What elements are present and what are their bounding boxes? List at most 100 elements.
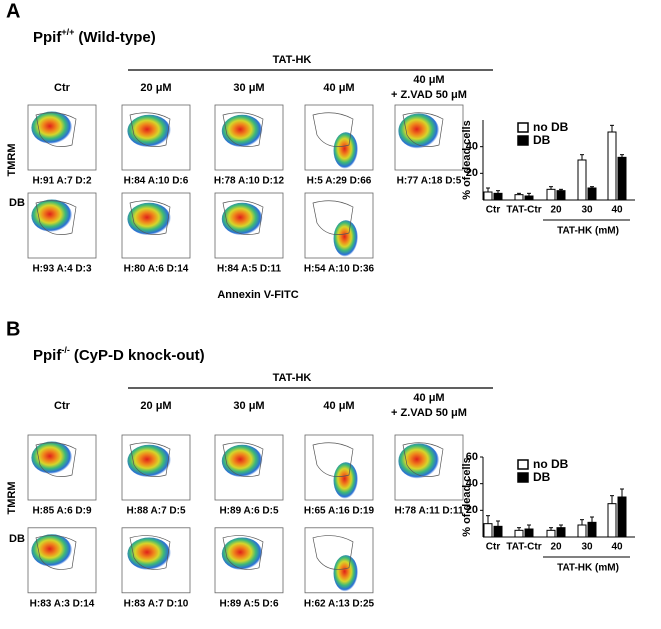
column-header: 30 μM [233,82,264,94]
flow-gate [35,112,77,147]
flow-stats: H:5 A:29 D:66 [307,176,372,187]
flow-gate [129,535,171,570]
flow-stats: H:78 A:10 D:12 [214,176,285,187]
column-header: 40 μM [413,74,444,86]
flow-density [127,114,171,148]
flow-stats: H:65 A:16 D:19 [304,506,375,517]
y-tick-label: 40 [466,478,478,490]
flow-gate [222,535,264,570]
flow-gate [222,442,264,477]
y-axis-label: TMRM [6,482,18,515]
y-tick-label: 20 [466,167,478,179]
legend-swatch [517,135,529,146]
flow-density [127,444,171,478]
flow-gate [402,112,444,147]
flow-gate [222,200,264,235]
x-tick-label: Ctr [486,542,501,553]
bar [514,194,524,201]
group-label: TAT-HK (mM) [557,563,619,574]
x-tick-label: 40 [611,205,623,216]
flow-gate [402,442,444,477]
bar [493,525,503,538]
column-header: Ctr [54,400,71,412]
x-tick-label: Ctr [486,205,501,216]
flow-density [221,444,263,478]
bar [607,503,617,538]
bar [556,190,566,201]
flow-stats: H:80 A:6 D:14 [124,264,189,275]
y-axis-title: % of dead cells [461,457,473,536]
flow-gate [35,442,77,477]
panel-title: Ppif+/+ (Wild-type) [33,27,156,46]
x-axis-label: Annexin V-FITC [217,289,298,301]
title-base: Ppif [33,347,62,364]
column-note: + Z.VAD 50 μM [391,407,467,419]
flow-stats: H:83 A:7 D:10 [124,598,189,609]
flow-stats: H:85 A:6 D:9 [32,506,92,517]
bar [577,524,587,538]
flow-density [221,114,263,148]
flow-density [127,202,171,236]
flow-stats: H:78 A:11 D:11 [394,506,464,517]
flow-gate [312,442,354,477]
flow-stats: H:89 A:6 D:5 [219,506,279,517]
flow-density [127,537,171,571]
bar [514,529,524,538]
legend-swatch [517,459,529,470]
bar [483,523,493,538]
y-tick-label: 20 [466,504,478,516]
flow-gate [312,535,354,570]
legend-label: DB [533,470,551,484]
y-tick-label: 60 [466,451,478,463]
title-rest: (CyP-D knock-out) [74,347,205,364]
title-base: Ppif [33,29,62,46]
flow-stats: H:83 A:3 D:14 [30,598,95,609]
legend-swatch [517,472,529,483]
bar [524,528,534,538]
bar [493,192,503,201]
group-label: TAT-HK [273,372,312,384]
title-sup: +/+ [61,27,74,37]
flow-density [398,113,440,149]
flow-stats: H:77 A:18 D:5 [397,176,462,187]
row-label: DB [9,533,25,545]
x-tick-label: 30 [581,205,593,216]
legend-swatch [517,122,529,133]
column-header: Ctr [54,82,71,94]
flow-gate [129,112,171,147]
column-note: + Z.VAD 50 μM [391,89,467,101]
flow-gate [35,535,77,570]
flow-density [333,220,359,257]
flow-stats: H:89 A:5 D:6 [219,598,279,609]
flow-stats: H:93 A:4 D:3 [32,264,92,275]
flow-gate [35,200,77,235]
flow-density [31,111,73,144]
flow-density [333,555,359,592]
row-label: DB [9,197,25,209]
flow-gate [312,112,354,147]
title-sup: -/- [61,345,70,355]
title-rest: (Wild-type) [78,29,155,46]
panel-title: Ppif-/- (CyP-D knock-out) [33,345,205,364]
flow-gate [312,200,354,235]
x-tick-label: 20 [550,542,562,553]
x-tick-label: 40 [611,542,623,553]
x-tick-label: 20 [550,205,562,216]
flow-density [31,199,73,232]
legend-label: no DB [533,120,569,134]
y-tick-label: 40 [466,141,478,153]
panel-label: A [6,0,20,22]
flow-gate [222,112,264,147]
column-header: 20 μM [140,400,171,412]
legend-label: no DB [533,457,569,471]
flow-stats: H:91 A:7 D:2 [32,176,92,187]
x-tick-label: TAT-Ctr [506,542,541,553]
bar [587,187,597,201]
y-axis-label: TMRM [6,144,18,177]
flow-gate [129,442,171,477]
flow-density [333,132,359,169]
flow-density [31,534,73,567]
flow-density [221,202,263,236]
bar [617,496,627,538]
flow-stats: H:88 A:7 D:5 [126,506,186,517]
